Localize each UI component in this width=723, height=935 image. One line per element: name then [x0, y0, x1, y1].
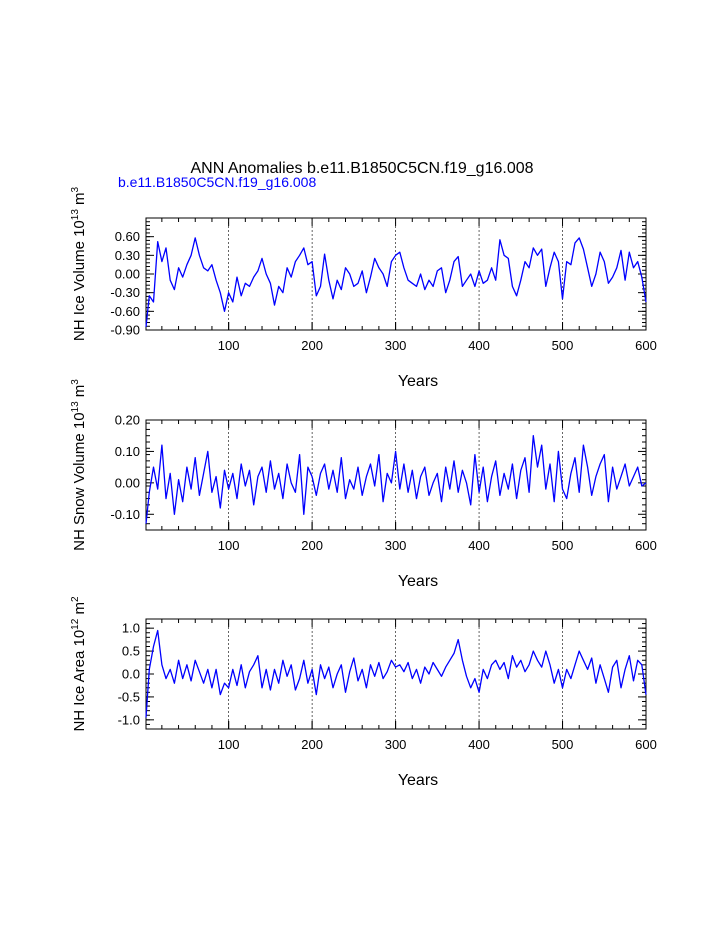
x-tick-label: 100 [218, 737, 240, 752]
y-axis-label-superscript: 3 [70, 379, 81, 385]
y-tick-label: -0.60 [110, 304, 140, 319]
x-tick-label: 300 [385, 737, 407, 752]
y-axis-label-superscript: 2 [70, 596, 81, 602]
plot-frame [145, 217, 647, 331]
x-tick-label: 200 [301, 338, 323, 353]
y-tick-label: -0.30 [110, 285, 140, 300]
y-axis-label-superscript: 3 [70, 186, 81, 192]
y-tick-label: 0.5 [122, 644, 140, 659]
y-tick-label: -0.90 [110, 323, 140, 338]
y-tick-label: 0.60 [115, 229, 140, 244]
y-tick-label: 0.30 [115, 248, 140, 263]
chart-panel-1: 100 200 300 400 500 600 Years -0.90 -0.60 -0.30 0.… [70, 186, 657, 390]
x-tick-label: 200 [301, 737, 323, 752]
x-tick-label: 600 [635, 338, 657, 353]
x-axis-label: Years [398, 373, 438, 390]
y-axis-label-text: m [71, 192, 88, 209]
y-tick-label: -0.5 [118, 689, 140, 704]
y-tick-label: 0.00 [115, 267, 140, 282]
y-axis-label-superscript: 13 [70, 401, 81, 413]
y-tick-label: 0.20 [115, 413, 140, 428]
x-axis-label: Years [398, 573, 438, 590]
data-series-line [145, 629, 647, 718]
y-axis-label-superscript: 13 [70, 209, 81, 221]
y-axis-label: NH Snow Volume 1013 m3 [70, 379, 88, 551]
x-tick-label: 400 [468, 538, 490, 553]
plot-frame [145, 618, 647, 730]
panels: 100 200 300 400 500 600 Years -0.90 -0.60 -0.30 0.… [70, 186, 657, 789]
x-tick-label: 100 [218, 538, 240, 553]
x-tick-label: 600 [635, 538, 657, 553]
figure-subtitle: b.e11.B1850C5CN.f19_g16.008 [118, 174, 316, 190]
x-tick-label: 500 [552, 737, 574, 752]
y-tick-label: -1.0 [118, 712, 140, 727]
y-axis-label-text: NH Ice Area 10 [71, 630, 88, 732]
figure-title: ANN Anomalies b.e11.B1850C5CN.f19_g16.00… [190, 160, 533, 177]
y-tick-label: 1.0 [122, 621, 140, 636]
data-series-line [145, 435, 647, 524]
x-tick-label: 200 [301, 538, 323, 553]
x-tick-label: 500 [552, 338, 574, 353]
chart-panel-3: 100 200 300 400 500 600 Years -1.0 -0.5 0.0 0.5 1.0… [70, 596, 657, 789]
y-axis-label-text: NH Ice Volume 10 [71, 220, 88, 341]
y-axis-label-superscript: 12 [70, 618, 81, 630]
y-axis-label: NH Ice Area 1012 m2 [70, 596, 88, 732]
x-tick-label: 300 [385, 338, 407, 353]
x-tick-label: 400 [468, 737, 490, 752]
y-tick-label: 0.0 [122, 667, 140, 682]
chart-panel-2: 100 200 300 400 500 600 Years -0.10 0.00 0.10 0.20… [70, 379, 657, 590]
x-tick-label: 400 [468, 338, 490, 353]
x-tick-label: 600 [635, 737, 657, 752]
x-tick-label: 300 [385, 538, 407, 553]
y-axis-label: NH Ice Volume 1013 m3 [70, 186, 88, 341]
x-tick-label: 500 [552, 538, 574, 553]
y-tick-label: 0.10 [115, 444, 140, 459]
y-tick-label: 0.00 [115, 475, 140, 490]
x-axis-label: Years [398, 772, 438, 789]
y-axis-label-text: NH Snow Volume 10 [71, 412, 88, 550]
x-tick-label: 100 [218, 338, 240, 353]
y-axis-label-text: m [71, 385, 88, 402]
y-axis-label-text: m [71, 602, 88, 619]
data-series-line [145, 237, 647, 327]
y-tick-label: -0.10 [110, 507, 140, 522]
